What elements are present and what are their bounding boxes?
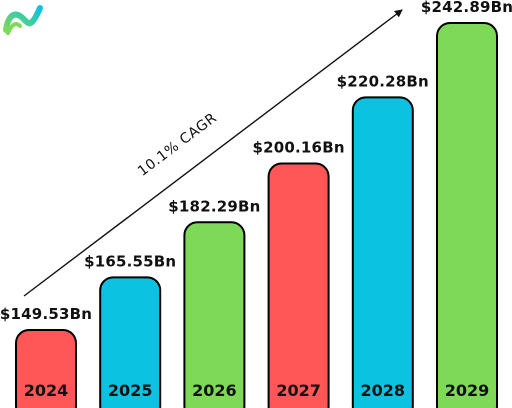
cagr-trend-arrow bbox=[23, 9, 403, 297]
year-label-2029: 2029 bbox=[445, 381, 490, 400]
value-label-2029: $242.89Bn bbox=[421, 0, 512, 16]
value-label-2028: $220.28Bn bbox=[337, 72, 429, 90]
value-label-2026: $182.29Bn bbox=[168, 197, 260, 215]
year-label-2025: 2025 bbox=[108, 381, 153, 400]
cagr-annotation: 10.1% CAGR bbox=[135, 110, 220, 180]
bar-2025 bbox=[99, 276, 162, 408]
value-label-2027: $200.16Bn bbox=[252, 139, 344, 157]
value-label-2024: $149.53Bn bbox=[0, 305, 92, 323]
bar-2026 bbox=[183, 221, 246, 408]
year-label-2027: 2027 bbox=[276, 381, 321, 400]
value-label-2025: $165.55Bn bbox=[84, 252, 176, 270]
bar-2029 bbox=[436, 22, 498, 408]
value-labels-group: $149.53Bn $165.55Bn $182.29Bn $200.16Bn $220… bbox=[0, 0, 512, 323]
bar-2028 bbox=[351, 96, 414, 408]
bars-group bbox=[15, 22, 498, 408]
bar-2024 bbox=[15, 329, 77, 408]
year-label-2028: 2028 bbox=[361, 381, 406, 400]
year-label-2024: 2024 bbox=[24, 381, 69, 400]
bar-2027 bbox=[267, 162, 330, 408]
year-labels-group: 2024 2025 2026 2027 2028 2029 bbox=[24, 381, 490, 400]
brand-logo-icon bbox=[3, 5, 43, 35]
year-label-2026: 2026 bbox=[192, 381, 237, 400]
